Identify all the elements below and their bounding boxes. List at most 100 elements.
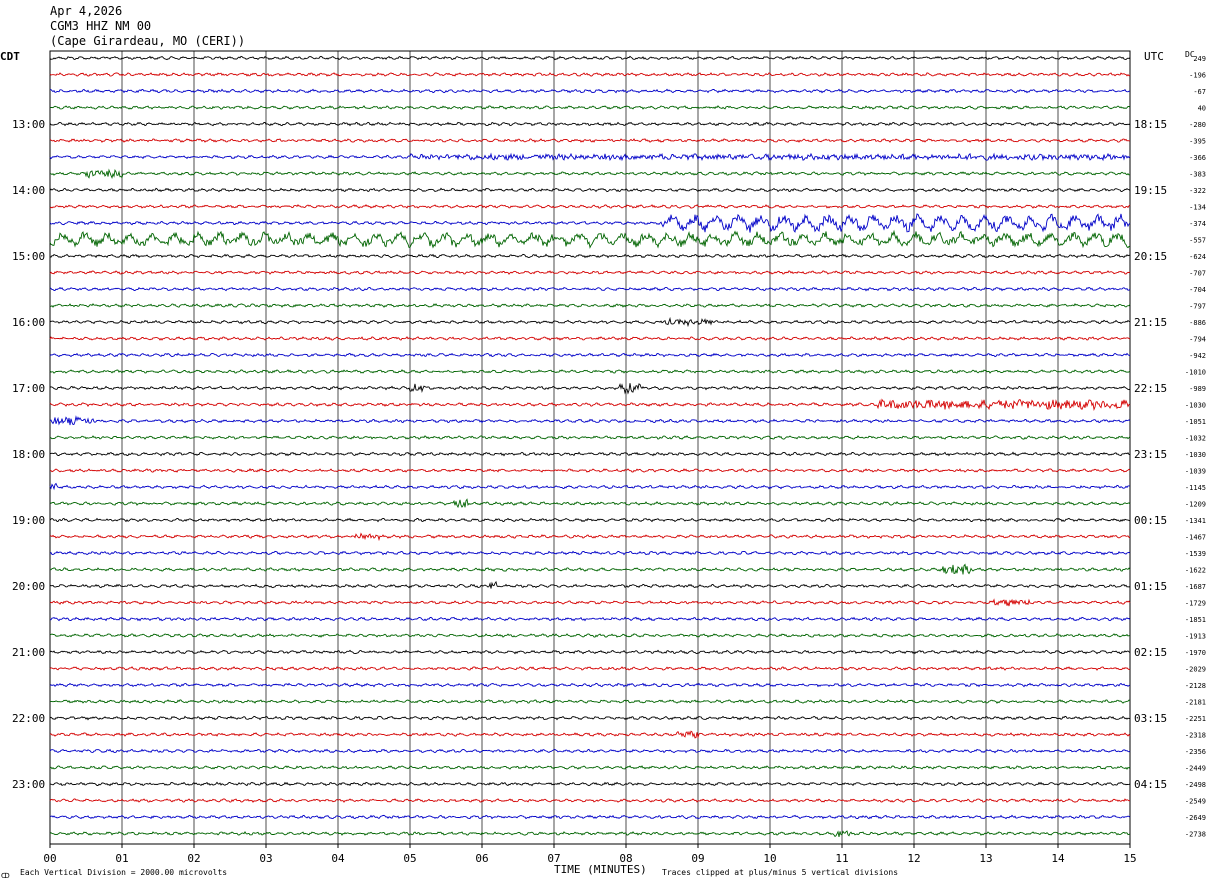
dc-offset-label: -942 — [1189, 352, 1206, 360]
trace-line — [49, 286, 1131, 292]
dc-offset-label: -383 — [1189, 171, 1206, 179]
dc-offset-label: -2318 — [1185, 732, 1206, 740]
trace-line — [49, 88, 1131, 94]
dc-offset-label: -280 — [1189, 121, 1206, 129]
trace-line — [49, 616, 1131, 622]
dc-offset-label: -395 — [1189, 138, 1206, 146]
utc-label: UTC — [1144, 50, 1164, 63]
trace-line — [49, 682, 1131, 688]
cdt-hour-labels: 13:00 14:00 15:00 16:00 17:00 18:00 19:00 20:00… — [12, 118, 45, 791]
dc-offset-label: -366 — [1189, 154, 1206, 162]
dc-offset-label: -1145 — [1185, 484, 1206, 492]
cdt-hour-label: 17:00 — [12, 382, 45, 395]
dc-offset-label: -2029 — [1185, 666, 1206, 674]
x-tick-label: 10 — [763, 852, 776, 865]
dc-offset-label: -1851 — [1185, 616, 1206, 624]
plot-frame — [49, 50, 1131, 845]
trace-line — [49, 105, 1131, 110]
trace-line — [49, 781, 1131, 787]
trace-line — [49, 633, 1131, 638]
header-date: Apr 4,2026 — [50, 4, 123, 18]
utc-hour-label: 04:15 — [1134, 778, 1167, 791]
trace-line — [49, 138, 1131, 143]
dc-offset-label: -2649 — [1185, 814, 1206, 822]
x-tick-label: 15 — [1123, 852, 1136, 865]
x-tick-label: 05 — [403, 852, 416, 865]
dc-offset-label: -1209 — [1185, 501, 1206, 509]
scale-note: Each Vertical Division = 2000.00 microvo… — [20, 868, 227, 877]
trace-line — [49, 580, 1131, 589]
x-tick-label: 09 — [691, 852, 704, 865]
trace-line — [49, 532, 1131, 542]
cdt-hour-label: 14:00 — [12, 184, 45, 197]
utc-hour-label: 20:15 — [1134, 250, 1167, 263]
dc-offset-label: -1030 — [1185, 451, 1206, 459]
trace-line — [49, 121, 1131, 127]
cdt-label: CDT — [0, 50, 20, 63]
dc-offset-label: -134 — [1189, 204, 1206, 212]
dc-offset-label: -1051 — [1185, 418, 1206, 426]
trace-line — [49, 168, 1131, 180]
cdt-hour-label: 18:00 — [12, 448, 45, 461]
utc-hour-label: 03:15 — [1134, 712, 1167, 725]
cdt-hour-label: 13:00 — [12, 118, 45, 131]
trace-line — [49, 382, 1131, 395]
trace-line — [49, 316, 1131, 328]
trace-line — [49, 563, 1131, 575]
x-tick-label: 04 — [331, 852, 345, 865]
trace-line — [49, 213, 1131, 233]
cdt-hour-label: 16:00 — [12, 316, 45, 329]
trace-line — [49, 204, 1131, 209]
dc-offset-label: -624 — [1189, 253, 1206, 261]
dc-offset-label: -2251 — [1185, 715, 1206, 723]
dc-offset-label: -374 — [1189, 220, 1206, 228]
dc-offset-label: -1032 — [1185, 435, 1206, 443]
x-tick-label: 11 — [835, 852, 848, 865]
trace-line — [49, 699, 1131, 704]
cdt-hour-label: 19:00 — [12, 514, 45, 527]
clip-note: Traces clipped at plus/minus 5 vertical … — [662, 868, 898, 877]
x-tick-label: 08 — [619, 852, 632, 865]
dc-offset-labels: 249 -196 -67 40 -280 -395 -366 -383 -322 -134 -374… — [1185, 55, 1206, 839]
utc-hour-label: 00:15 — [1134, 514, 1167, 527]
dc-offset-label: -2356 — [1185, 748, 1206, 756]
cdt-hour-label: 21:00 — [12, 646, 45, 659]
x-tick-label: 00 — [43, 852, 56, 865]
trace-line — [49, 72, 1131, 77]
x-tick-label: 07 — [547, 852, 560, 865]
dc-label: DC — [1185, 50, 1195, 59]
utc-hour-label: 23:15 — [1134, 448, 1167, 461]
cdt-hour-label: 22:00 — [12, 712, 45, 725]
trace-line — [49, 498, 1131, 509]
trace-line — [49, 187, 1131, 193]
trace-line — [49, 352, 1131, 358]
dc-offset-label: -67 — [1193, 88, 1206, 96]
dc-offset-label: -1030 — [1185, 402, 1206, 410]
dc-offset-label: 40 — [1198, 105, 1206, 113]
dc-offset-label: -1467 — [1185, 534, 1206, 542]
dc-offset-label: -557 — [1189, 237, 1206, 245]
header-location: (Cape Girardeau, MO (CERI)) — [50, 34, 246, 48]
dc-offset-label: -707 — [1189, 270, 1206, 278]
utc-hour-label: 21:15 — [1134, 316, 1167, 329]
trace-line — [49, 814, 1131, 820]
trace-line — [49, 798, 1131, 803]
trace-line — [49, 369, 1131, 374]
trace-line — [49, 303, 1131, 308]
trace-line — [49, 598, 1131, 607]
seismic-traces — [49, 55, 1131, 838]
header-station: CGM3 HHZ NM 00 — [50, 19, 152, 33]
trace-line — [49, 398, 1131, 412]
x-tick-label: 03 — [259, 852, 272, 865]
x-tick-label: 06 — [475, 852, 488, 865]
trace-line — [49, 415, 1131, 426]
trace-line — [49, 649, 1131, 655]
dc-offset-label: -1687 — [1185, 583, 1206, 591]
trace-line — [49, 666, 1131, 671]
trace-line — [49, 270, 1131, 275]
x-tick-label: 14 — [1051, 852, 1065, 865]
trace-line — [49, 435, 1131, 440]
x-tick-label: 13 — [979, 852, 992, 865]
dc-offset-label: -1970 — [1185, 649, 1206, 657]
